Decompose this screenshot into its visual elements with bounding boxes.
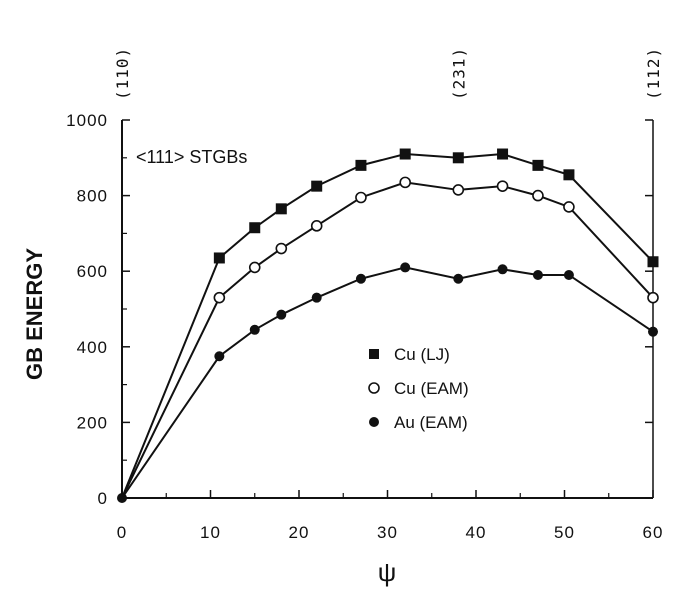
orientation-label: (112) [644, 47, 663, 100]
data-point-filled-circle [453, 273, 464, 284]
y-tick-label: 200 [77, 413, 108, 432]
x-axis-title: ψ [378, 557, 397, 587]
data-point-open-circle [310, 220, 323, 232]
data-point-square [452, 152, 464, 164]
data-point-square [249, 222, 261, 234]
data-point-open-circle [452, 184, 465, 196]
data-point-filled-circle [532, 269, 543, 280]
data-point-square [369, 349, 379, 359]
data-point-open-circle [647, 291, 659, 304]
data-point-open-circle [275, 242, 288, 255]
data-point-filled-circle [214, 351, 225, 362]
data-point-filled-circle [497, 264, 508, 275]
legend-label: Cu (LJ) [394, 345, 450, 364]
data-point-filled-circle [369, 417, 379, 427]
orientation-label: (231) [449, 47, 468, 100]
data-point-filled-circle [276, 309, 287, 320]
data-point-filled-circle [400, 262, 411, 273]
data-point-square [532, 159, 544, 171]
y-tick-label: 800 [77, 187, 108, 206]
data-point-open-circle [248, 261, 261, 274]
data-point-open-circle [563, 201, 575, 213]
data-point-square [213, 252, 225, 264]
legend-label: Cu (EAM) [394, 379, 469, 398]
data-point-filled-circle [355, 273, 366, 284]
data-point-square [399, 148, 411, 160]
chart-annotation: <111> STGBs [136, 147, 247, 167]
data-point-square [497, 148, 509, 160]
origin-point [117, 493, 127, 503]
x-tick-label: 20 [289, 523, 310, 542]
y-tick-label: 400 [77, 338, 108, 357]
series-cu-lj [121, 148, 659, 499]
data-point-filled-circle [648, 326, 658, 337]
y-axis-title: GB ENERGY [22, 248, 47, 380]
series-au-eam [121, 262, 658, 499]
data-point-square [311, 180, 323, 192]
data-point-square [563, 169, 575, 181]
data-point-square [647, 256, 659, 268]
y-tick-label: 1000 [66, 111, 108, 130]
series-line [121, 266, 654, 499]
orientation-label: (110) [113, 47, 132, 100]
series-layer [117, 148, 659, 503]
data-point-square [275, 203, 287, 215]
data-point-open-circle [399, 176, 412, 189]
data-point-filled-circle [249, 324, 260, 335]
series-cu-eam [121, 176, 659, 499]
data-point-open-circle [368, 382, 380, 394]
x-tick-label: 60 [643, 523, 664, 542]
data-point-open-circle [355, 191, 367, 204]
axes: 0 200 400 600 800 1000 0 10 20 30 40 50 60 (110) (231)… [66, 47, 663, 542]
data-point-open-circle [532, 189, 544, 202]
x-tick-label: 30 [377, 523, 398, 542]
data-point-filled-circle [563, 269, 574, 280]
x-tick-label: 0 [117, 523, 127, 542]
data-point-square [355, 159, 367, 171]
y-tick-label: 0 [98, 489, 108, 508]
x-tick-label: 50 [554, 523, 575, 542]
y-tick-label: 600 [77, 262, 108, 281]
x-tick-label: 40 [466, 523, 487, 542]
legend-label: Au (EAM) [394, 413, 468, 432]
x-tick-label: 10 [200, 523, 221, 542]
data-point-open-circle [496, 180, 509, 192]
series-line [121, 181, 654, 499]
data-point-open-circle [213, 291, 226, 304]
legend: Cu (LJ) Cu (EAM) Au (EAM) [368, 345, 469, 432]
data-point-filled-circle [311, 292, 322, 303]
